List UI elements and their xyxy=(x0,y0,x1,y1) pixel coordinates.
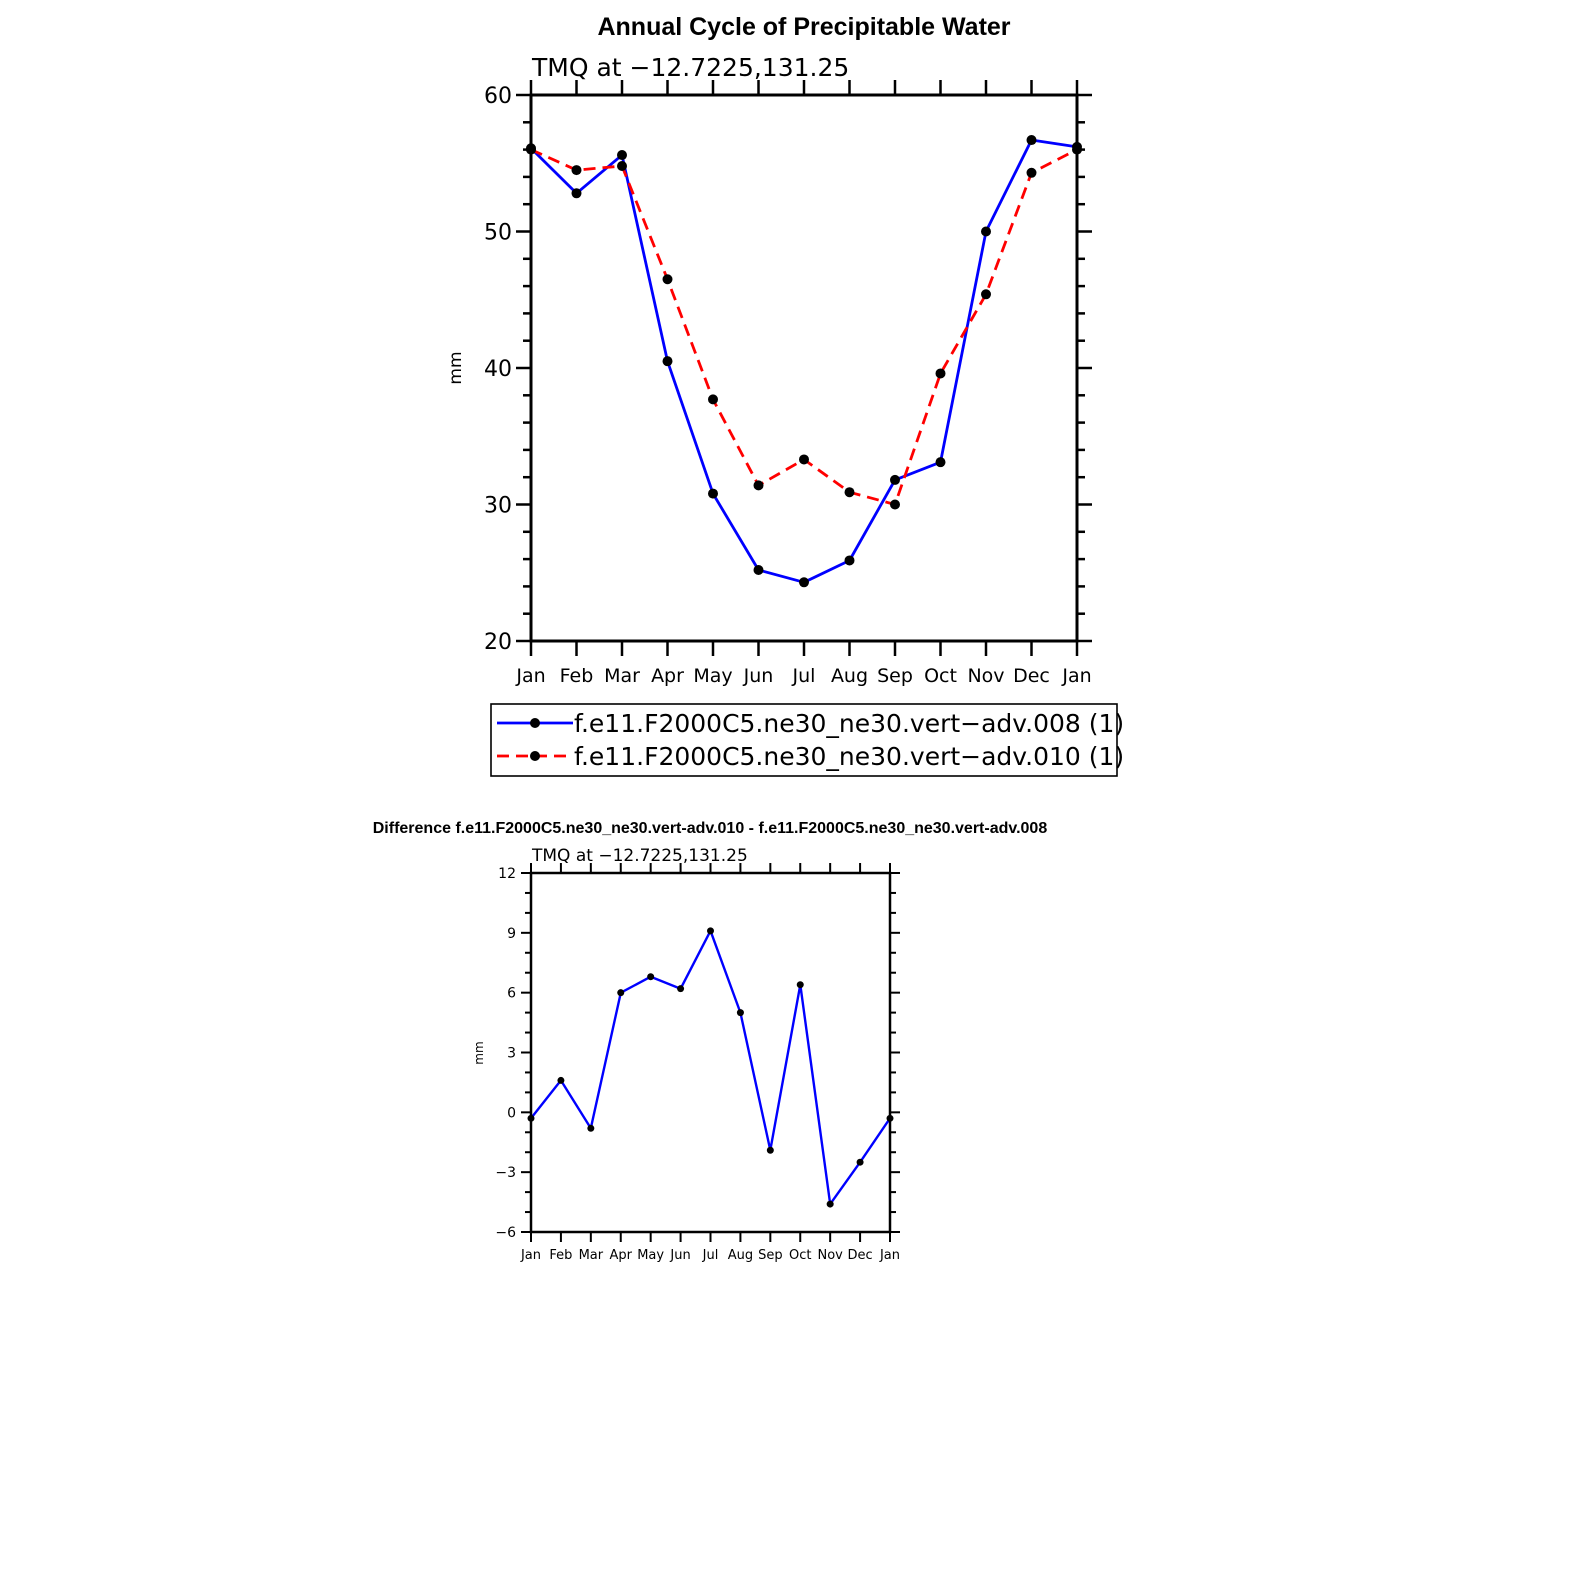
x-tick-label: Dec xyxy=(1013,665,1050,687)
y-tick-label: 6 xyxy=(507,986,516,1002)
data-point xyxy=(981,289,991,300)
x-tick-label: Jul xyxy=(702,1248,719,1263)
x-tick-label: Aug xyxy=(728,1248,753,1263)
chart-subtitle: TMQ at −12.7225,131.25 xyxy=(531,53,849,82)
y-tick-label: 0 xyxy=(507,1105,516,1121)
data-point xyxy=(844,487,855,498)
y-tick-label: −6 xyxy=(495,1225,516,1241)
legend: f.e11.F2000C5.ne30_ne30.vert−adv.008 (1)… xyxy=(490,703,1124,777)
data-point xyxy=(1026,167,1037,178)
data-point xyxy=(736,1009,744,1017)
x-tick-label: Jan xyxy=(520,1248,541,1263)
difference-y-axis-label: mm xyxy=(472,1041,486,1064)
difference-chart: Difference f.e11.F2000C5.ne30_ne30.vert-… xyxy=(373,820,1048,1263)
x-tick-label: Nov xyxy=(817,1248,843,1263)
legend-entry-1: f.e11.F2000C5.ne30_ne30.vert−adv.008 (1) xyxy=(574,709,1124,738)
difference-subtitle: TMQ at −12.7225,131.25 xyxy=(531,846,748,866)
y-tick-label: 3 xyxy=(507,1046,516,1062)
series-line-2 xyxy=(530,148,1078,506)
data-point xyxy=(935,368,946,379)
x-tick-label: Feb xyxy=(549,1248,572,1263)
data-point xyxy=(571,188,582,199)
x-tick-label: May xyxy=(693,665,732,687)
data-point xyxy=(766,1146,774,1154)
y-tick-label: 60 xyxy=(484,84,512,109)
y-tick-label: 50 xyxy=(484,220,512,245)
chart-title: Annual Cycle of Precipitable Water xyxy=(597,13,1010,41)
x-tick-label: Jun xyxy=(669,1248,690,1263)
data-point xyxy=(617,160,627,171)
x-tick-label: Jul xyxy=(792,665,816,687)
x-tick-label: Mar xyxy=(604,665,640,687)
x-tick-label: Mar xyxy=(579,1248,604,1263)
data-point xyxy=(557,1076,565,1084)
y-tick-label: 12 xyxy=(498,866,516,882)
data-point xyxy=(662,356,673,367)
data-point xyxy=(571,165,582,176)
data-point xyxy=(890,499,900,510)
legend-marker xyxy=(530,718,540,728)
y-tick-label: 40 xyxy=(484,357,512,382)
data-point xyxy=(708,488,718,499)
data-point xyxy=(799,454,809,465)
x-tick-label: Feb xyxy=(560,665,594,687)
y-tick-label: 9 xyxy=(507,926,516,942)
data-point xyxy=(844,555,855,566)
x-tick-label: Apr xyxy=(610,1248,633,1263)
data-point xyxy=(856,1158,864,1166)
data-point xyxy=(662,274,673,285)
data-point xyxy=(826,1200,834,1208)
x-tick-label: Sep xyxy=(877,665,913,687)
series-line-1 xyxy=(530,138,1078,584)
x-tick-label: Jan xyxy=(1061,665,1091,687)
x-tick-label: Jan xyxy=(515,665,545,687)
x-tick-label: Aug xyxy=(831,665,868,687)
legend-marker xyxy=(530,751,540,761)
x-tick-label: Jun xyxy=(743,665,774,687)
data-point xyxy=(587,1124,595,1132)
legend-entry-2: f.e11.F2000C5.ne30_ne30.vert−adv.010 (1) xyxy=(574,742,1124,771)
difference-title: Difference f.e11.F2000C5.ne30_ne30.vert-… xyxy=(373,820,1048,837)
x-tick-label: Apr xyxy=(651,665,684,687)
x-tick-label: Sep xyxy=(758,1248,783,1263)
y-axis-label: mm xyxy=(446,351,466,384)
x-tick-label: Dec xyxy=(848,1248,873,1263)
x-tick-label: Nov xyxy=(967,665,1004,687)
x-tick-label: Oct xyxy=(789,1248,811,1263)
data-point xyxy=(647,973,655,981)
data-point xyxy=(799,577,809,588)
y-tick-label: 30 xyxy=(484,493,512,518)
y-tick-label: −3 xyxy=(495,1165,516,1181)
data-point xyxy=(981,226,991,237)
data-point xyxy=(753,565,764,576)
x-tick-label: Jan xyxy=(879,1248,900,1263)
data-point xyxy=(753,480,764,491)
precipitable-water-chart: Annual Cycle of Precipitable Water TMQ a… xyxy=(446,13,1124,777)
data-point xyxy=(707,927,714,935)
plot-frame xyxy=(529,871,892,1234)
data-point xyxy=(617,150,627,161)
data-point xyxy=(708,394,718,405)
legend-box xyxy=(490,703,1118,777)
data-point xyxy=(1026,135,1037,146)
x-tick-label: May xyxy=(637,1248,664,1263)
y-tick-label: 20 xyxy=(484,630,512,655)
data-point xyxy=(617,989,625,997)
data-point xyxy=(890,474,900,485)
plot-frame xyxy=(529,93,1079,643)
series-line-1 xyxy=(530,929,891,1206)
data-point xyxy=(677,985,685,993)
data-point xyxy=(935,457,946,468)
x-tick-label: Oct xyxy=(924,665,957,687)
data-point xyxy=(796,981,804,989)
